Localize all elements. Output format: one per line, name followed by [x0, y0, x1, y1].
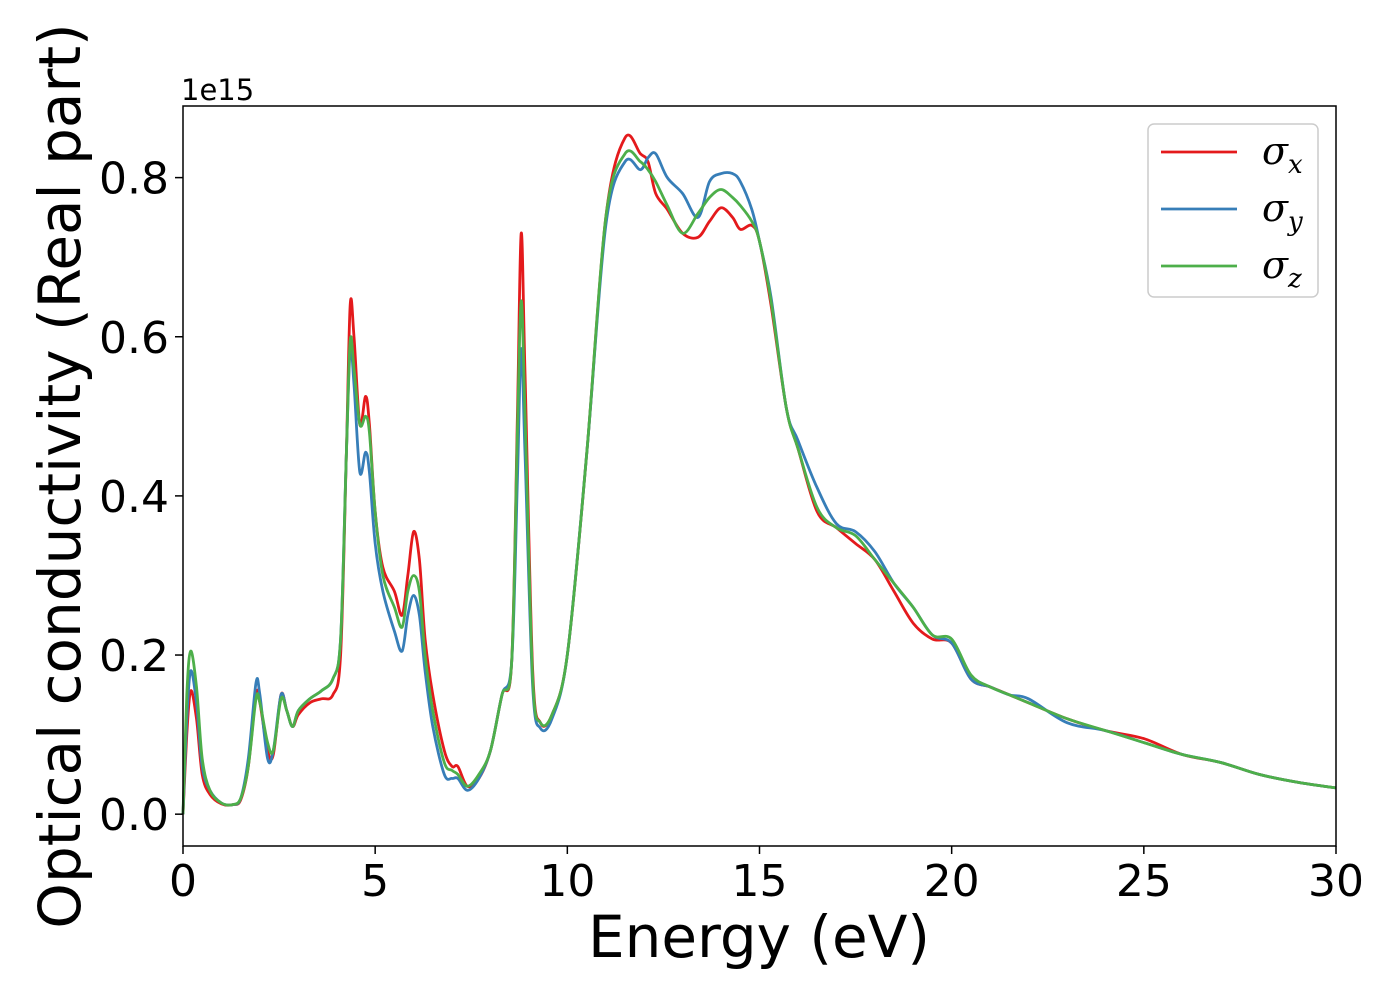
y-tick-label: 0.4: [99, 472, 169, 523]
y-offset-label: 1e15: [181, 73, 254, 107]
y-tick-label: 0.0: [99, 790, 169, 841]
y-axis-label: Optical conductivity (Real part): [26, 23, 94, 928]
x-tick-label: 20: [924, 856, 980, 907]
y-tick-label: 0.8: [99, 154, 169, 205]
legend-label-y: σy: [1262, 186, 1303, 237]
series-layer: [181, 133, 1337, 815]
x-tick-label: 15: [732, 856, 788, 907]
x-tick-label: 25: [1116, 856, 1172, 907]
legend: σx σy σz: [1147, 123, 1319, 298]
y-tick-label: 0.6: [99, 313, 169, 364]
x-tick-label: 5: [361, 856, 389, 907]
x-tick-label: 30: [1308, 856, 1364, 907]
x-tick-label: 10: [539, 856, 595, 907]
legend-label-x: σx: [1262, 129, 1303, 180]
y-tick-label: 0.2: [99, 631, 169, 682]
y-axis-ticks: 0.0 0.2 0.4 0.6 0.8: [99, 154, 183, 841]
legend-frame: [1147, 123, 1319, 298]
x-tick-label: 0: [169, 856, 197, 907]
x-axis-label: Energy (eV): [588, 903, 930, 971]
x-axis-ticks: 0 5 10 15 20 25 30: [169, 846, 1364, 907]
legend-label-z: σz: [1262, 243, 1302, 294]
series-line-z: [181, 149, 1337, 815]
